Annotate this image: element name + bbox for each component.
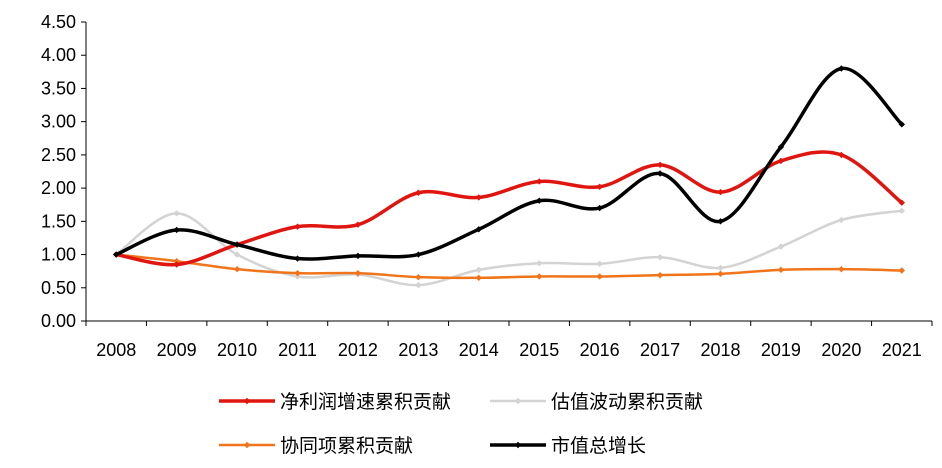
series-line	[115, 150, 903, 267]
x-tick-label: 2011	[278, 340, 317, 360]
data-point	[656, 161, 664, 169]
data-point	[717, 188, 724, 196]
y-tick-label: 4.50	[41, 12, 76, 32]
data-point	[777, 143, 785, 151]
data-point	[777, 243, 785, 250]
axes: 0.00 0.50 1.00 1.50 2.00 2.50 3.00 3.50 4.00 4.50…	[41, 12, 933, 360]
y-tick-label: 3.50	[41, 78, 76, 98]
data-point	[354, 221, 362, 228]
data-point	[838, 65, 845, 72]
series-layer	[113, 65, 905, 289]
y-tick-label: 0.50	[41, 278, 76, 298]
data-point	[113, 251, 120, 258]
data-point	[294, 255, 301, 262]
data-point	[173, 210, 180, 217]
x-tick-label: 2017	[640, 340, 680, 360]
y-tick-label: 1.00	[41, 245, 76, 265]
data-point	[898, 121, 905, 128]
data-point	[415, 281, 422, 289]
data-point	[233, 251, 241, 258]
y-tick-label: 1.50	[41, 211, 76, 231]
data-point	[656, 170, 664, 177]
data-point	[173, 226, 180, 234]
data-point	[656, 271, 664, 279]
series-line	[116, 253, 902, 280]
legend-item: 协同项累积贡献	[219, 435, 413, 457]
legend-marker	[514, 397, 522, 405]
y-tick-label: 0.00	[41, 311, 76, 331]
legend-item: 净利润增速累积贡献	[219, 391, 451, 413]
x-tick-label: 2015	[519, 340, 559, 360]
data-point	[777, 157, 785, 165]
y-tick-label: 2.50	[41, 145, 76, 165]
series-line	[115, 209, 902, 287]
data-point	[415, 189, 422, 196]
legend-item: 估值波动累积贡献	[490, 391, 703, 413]
data-point	[898, 267, 905, 274]
legend-marker	[243, 397, 251, 405]
legend-label: 估值波动累积贡献	[551, 391, 703, 413]
x-tick-label: 2014	[459, 340, 499, 360]
x-tick-label: 2009	[157, 340, 197, 360]
data-point	[294, 269, 301, 277]
data-point	[596, 260, 603, 268]
data-point	[475, 274, 482, 282]
data-point	[596, 204, 603, 212]
series-4	[113, 65, 905, 262]
y-tick-label: 3.00	[41, 112, 76, 132]
data-point	[294, 223, 301, 230]
legend-label: 市值总增长	[551, 435, 646, 457]
data-point	[475, 194, 482, 201]
data-point	[717, 264, 724, 272]
data-point	[596, 273, 603, 280]
x-tick-label: 2013	[398, 340, 438, 360]
data-point	[233, 241, 241, 248]
data-point	[717, 270, 724, 278]
data-point	[294, 273, 301, 280]
series-line	[115, 66, 904, 261]
data-point	[354, 252, 362, 260]
data-point	[838, 151, 845, 159]
data-point	[717, 218, 724, 225]
legend-label: 协同项累积贡献	[280, 435, 413, 457]
data-point	[415, 251, 422, 258]
x-tick-label: 2010	[217, 340, 257, 360]
legend-marker	[243, 441, 251, 449]
x-tick-label: 2021	[882, 340, 922, 360]
data-point	[656, 254, 664, 261]
data-point	[536, 197, 543, 204]
data-point	[173, 261, 180, 268]
legend-item: 市值总增长	[490, 435, 646, 457]
x-tick-label: 2008	[96, 340, 136, 360]
x-tick-label: 2019	[761, 340, 801, 360]
data-point	[536, 178, 543, 185]
data-point	[898, 199, 905, 206]
data-point	[898, 207, 905, 214]
data-point	[475, 266, 482, 274]
x-tick-label: 2018	[700, 340, 740, 360]
data-point	[838, 216, 845, 224]
y-tick-label: 4.00	[41, 45, 76, 65]
data-point	[596, 183, 603, 190]
x-tick-label: 2016	[580, 340, 620, 360]
data-point	[233, 265, 241, 273]
x-tick-label: 2012	[338, 340, 378, 360]
data-point	[777, 266, 785, 274]
legend-label: 净利润增速累积贡献	[280, 391, 451, 413]
y-tick-label: 2.00	[41, 178, 76, 198]
data-point	[536, 259, 543, 267]
x-tick-label: 2020	[821, 340, 861, 360]
data-point	[354, 269, 362, 277]
data-point	[838, 265, 845, 273]
data-point	[536, 273, 543, 280]
data-point	[415, 273, 422, 281]
legend-marker	[514, 441, 522, 449]
data-point	[475, 226, 482, 233]
